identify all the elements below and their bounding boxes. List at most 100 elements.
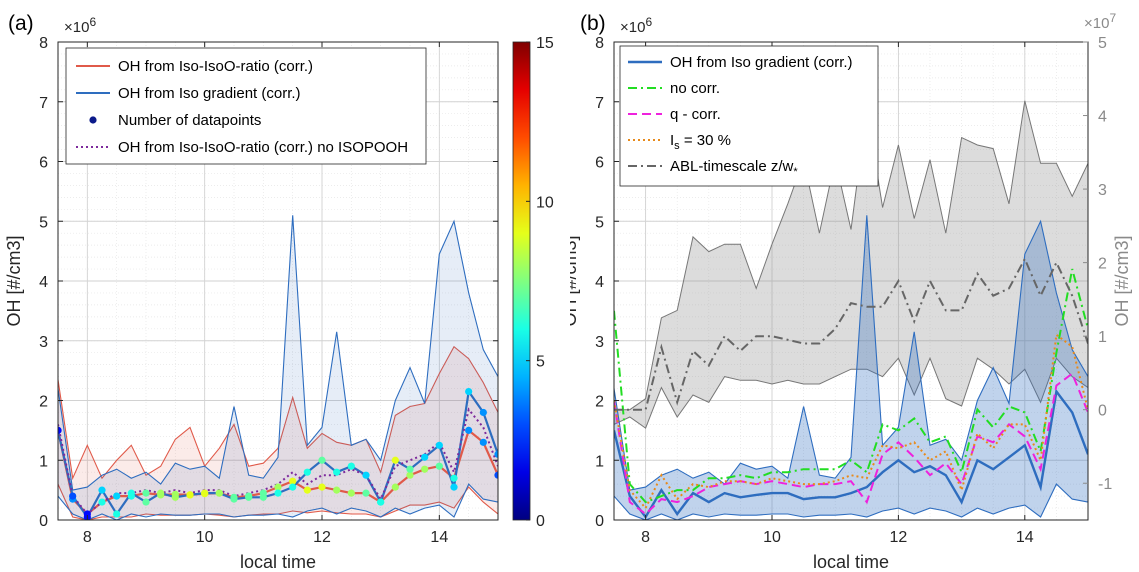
y-tick-label: 3: [39, 334, 48, 351]
y-exponent-label: ×106: [620, 15, 652, 36]
y2-exponent-power: 7: [1109, 11, 1116, 25]
y-tick-label: 2: [595, 394, 604, 411]
y2-tick-label: 4: [1098, 109, 1107, 126]
series-line-3: [614, 332, 1088, 510]
y-tick-label: 2: [39, 394, 48, 411]
legend-label: Is = 30 %: [670, 132, 731, 152]
datapoint-marker: [69, 492, 77, 500]
plot-layer: [614, 100, 1088, 520]
datapoint-marker: [113, 510, 121, 518]
datapoint-marker: [406, 465, 414, 473]
series-line-2: [614, 372, 1088, 516]
datapoint-marker: [171, 493, 179, 501]
datapoint-marker: [113, 492, 121, 500]
y-tick-label: 3: [595, 334, 604, 351]
y-exponent-power: 6: [645, 15, 652, 29]
datapoint-marker: [450, 483, 458, 491]
band-gradient-lower: [614, 483, 1088, 520]
y-tick-label: 4: [595, 274, 604, 291]
datapoint-marker: [274, 489, 282, 497]
y-tick-label: 1: [595, 453, 604, 470]
y-tick-label: 5: [595, 214, 604, 231]
datapoint-marker: [362, 489, 370, 497]
x-tick-label: 10: [196, 529, 214, 546]
legend-marker: [89, 116, 97, 124]
datapoint-marker: [289, 483, 297, 491]
band-gradient-upper: [614, 215, 1088, 491]
plot-layer: [58, 215, 498, 520]
datapoint-marker: [127, 489, 135, 497]
y-tick-label: 6: [595, 155, 604, 172]
datapoint-marker: [362, 471, 370, 479]
y-tick-label: 5: [39, 214, 48, 231]
datapoint-marker: [406, 471, 414, 479]
legend-box: [619, 45, 879, 187]
datapoint-marker: [450, 474, 458, 482]
x-axis-label: local time: [240, 552, 316, 572]
series-line-4: [614, 256, 1088, 411]
y2-tick-label: -1: [1098, 476, 1112, 493]
legend-label: OH from Iso gradient (corr.): [118, 85, 301, 102]
legend-label: OH from Iso-IsoO-ratio (corr.): [118, 58, 313, 75]
band-2: [58, 215, 498, 520]
datapoint-marker: [303, 468, 311, 476]
x-tick-label: 14: [1016, 529, 1034, 546]
datapoint-marker: [421, 465, 429, 473]
y2-tick-label: 1: [1098, 329, 1107, 346]
datapoint-marker: [215, 489, 223, 497]
band-abl-upper: [614, 100, 1088, 411]
y-tick-label: 7: [595, 95, 604, 112]
datapoint-marker: [479, 408, 487, 417]
datapoint-marker: [230, 495, 238, 503]
y-tick-label: 0: [595, 513, 604, 530]
datapoint-marker: [465, 387, 473, 396]
y-axis-label: OH [#/cm3]: [570, 235, 580, 326]
legend-a: OH from Iso-IsoO-ratio (corr.) OH from Is…: [65, 47, 427, 165]
y2-axis-label: OH [#/cm3]: [1112, 235, 1132, 326]
datapoint-marker: [494, 471, 498, 479]
colorbar: [512, 41, 531, 521]
series-line-0: [614, 388, 1088, 520]
band-abl-lower: [614, 356, 1088, 429]
x-tick-label: 12: [890, 529, 908, 546]
y-tick-label: 8: [595, 35, 604, 52]
y-tick-label: 4: [39, 274, 48, 291]
colorbar-tick-label: 0: [536, 513, 545, 530]
x-tick-label: 14: [430, 529, 448, 546]
legend-label-sub: *: [793, 166, 798, 178]
datapoint-marker: [347, 489, 355, 497]
x-tick-label: 8: [641, 529, 650, 546]
legend-label: ABL-timescale z/w*: [670, 158, 798, 178]
x-tick-label: 10: [763, 529, 781, 546]
colorbar-tick-label: 5: [536, 354, 545, 371]
colorbar-tick-label: 10: [536, 194, 554, 211]
y2-tick-label: 5: [1098, 35, 1107, 52]
datapoint-marker: [186, 491, 194, 499]
datapoint-marker: [245, 493, 253, 501]
datapoint-marker: [98, 498, 106, 506]
datapoint-marker: [157, 489, 165, 497]
y2-tick-label: 2: [1098, 256, 1107, 273]
datapoint-marker: [391, 483, 399, 491]
datapoint-marker: [347, 462, 355, 470]
datapoint-marker: [274, 483, 282, 491]
band-abl: [614, 100, 1088, 429]
panel-a-label: (a): [8, 12, 34, 35]
datapoint-marker: [391, 456, 399, 464]
datapoint-marker: [333, 468, 341, 476]
datapoint-marker: [303, 486, 311, 494]
datapoint-marker: [435, 462, 443, 470]
datapoint-marker: [142, 489, 150, 497]
legend-label: OH from Iso gradient (corr.): [670, 54, 853, 71]
colorbar-tick-label: 15: [536, 35, 554, 52]
x-tick-label: 8: [83, 529, 92, 546]
datapoint-marker: [98, 486, 106, 494]
series-line-1: [614, 268, 1088, 504]
y-tick-label: 7: [39, 95, 48, 112]
datapoint-marker: [318, 483, 326, 491]
datapoint-marker: [201, 489, 209, 497]
datapoint-marker: [435, 441, 443, 449]
legend-label-rest: = 30 %: [680, 132, 731, 149]
x-axis-label: local time: [813, 552, 889, 572]
legend-b: OH from Iso gradient (corr.) no corr. q - …: [619, 45, 879, 187]
